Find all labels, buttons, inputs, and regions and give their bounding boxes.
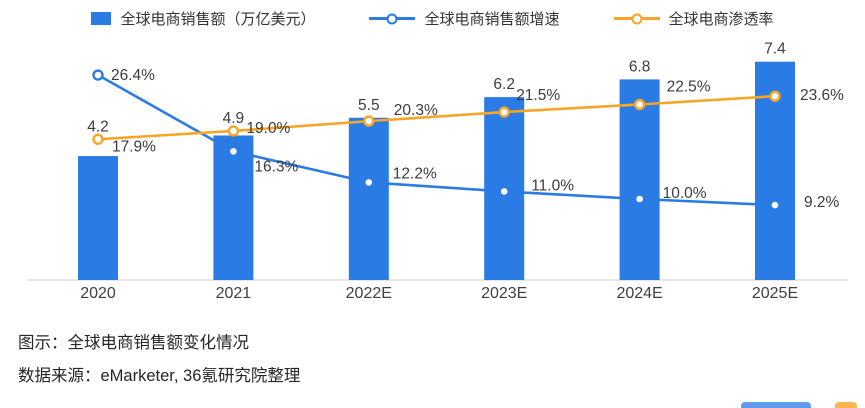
x-axis-label-2022E: 2022E [346,285,392,302]
penetration-point-2025E [769,90,781,102]
penetration-label-2021: 19.0% [246,120,290,137]
penetration-line [97,94,776,141]
legend-item-0: 全球电商销售额（万亿美元） [91,8,315,29]
growth-point-2021 [227,145,240,158]
penetration-label-2022E: 20.3% [394,102,438,119]
legend-item-label: 全球电商渗透率 [668,11,774,28]
data-source: 数据来源：eMarketer, 36氪研究院整理 [18,367,301,385]
penetration-point-2020 [92,133,104,145]
penetration-point-2024E [633,98,646,111]
growth-point-2020 [92,69,104,81]
penetration-label-2020: 17.9% [112,138,156,155]
bar-2022E [348,117,389,280]
cutoff-logo-orange-fragment [835,402,857,408]
penetration-point-2022E [363,115,375,127]
bar-2020 [78,156,118,280]
line-marker-icon [631,13,642,24]
bar-value-label-2021: 4.9 [223,110,245,127]
penetration-label-2024E: 22.5% [667,79,711,96]
x-axis-label-2020: 2020 [80,285,116,302]
penetration-label-2023E: 21.5% [516,87,560,104]
legend-item-2: 全球电商渗透率 [613,8,774,29]
growth-line [97,73,776,207]
bar-2024E [619,79,660,281]
growth-label-2024E: 10.0% [663,185,707,202]
growth-label-2022E: 12.2% [393,165,437,182]
bar-2021 [213,135,254,280]
legend-item-label: 全球电商销售额增速 [424,11,560,28]
growth-point-2025E [769,199,781,211]
bar-value-label-2022E: 5.5 [358,97,380,114]
penetration-label-2025E: 23.6% [800,87,844,104]
legend-item-label: 全球电商销售额（万亿美元） [120,11,316,28]
growth-label-2025E: 9.2% [804,194,840,211]
chart-plot: 4.2 4.9 5.5 6.2 6.8 7.4 26.4% 16.3% 12.2% 11.0% 10… [28,41,848,302]
bar-swatch-icon [91,12,112,25]
x-axis-label-2021: 2021 [216,285,252,302]
penetration-point-2021 [227,125,240,137]
legend-item-1: 全球电商销售额增速 [369,8,560,29]
growth-label-2023E: 11.0% [531,177,574,194]
bar-value-label-2020: 4.2 [87,118,109,135]
growth-point-2024E [633,193,646,205]
growth-label-2021: 16.3% [254,158,298,175]
x-axis-label-2025E: 2025E [752,285,798,302]
bar-value-label-2023E: 6.2 [493,76,515,93]
cutoff-logo-blue-fragment [741,402,811,408]
penetration-point-2023E [498,106,510,118]
line-swatch-icon [613,13,660,24]
bar-value-label-2024E: 6.8 [629,58,651,75]
cutoff-logo [735,399,865,408]
growth-point-2023E [498,185,510,198]
x-axis-label-2024E: 2024E [616,285,662,302]
line-marker-icon [386,13,398,24]
chart-legend: 全球电商销售额（万亿美元） 全球电商销售额增速 全球电商渗透率 [0,8,865,29]
bar-value-label-2025E: 7.4 [764,41,786,58]
growth-point-2022E [363,176,375,189]
line-swatch-icon [369,13,416,24]
chart-caption-block: 图示：全球电商销售额变化情况 数据来源：eMarketer, 36氪研究院整理 [18,327,300,393]
x-axis-label-2023E: 2023E [481,285,527,302]
chart-caption: 图示：全球电商销售额变化情况 [18,334,249,352]
growth-label-2020: 26.4% [111,67,155,84]
